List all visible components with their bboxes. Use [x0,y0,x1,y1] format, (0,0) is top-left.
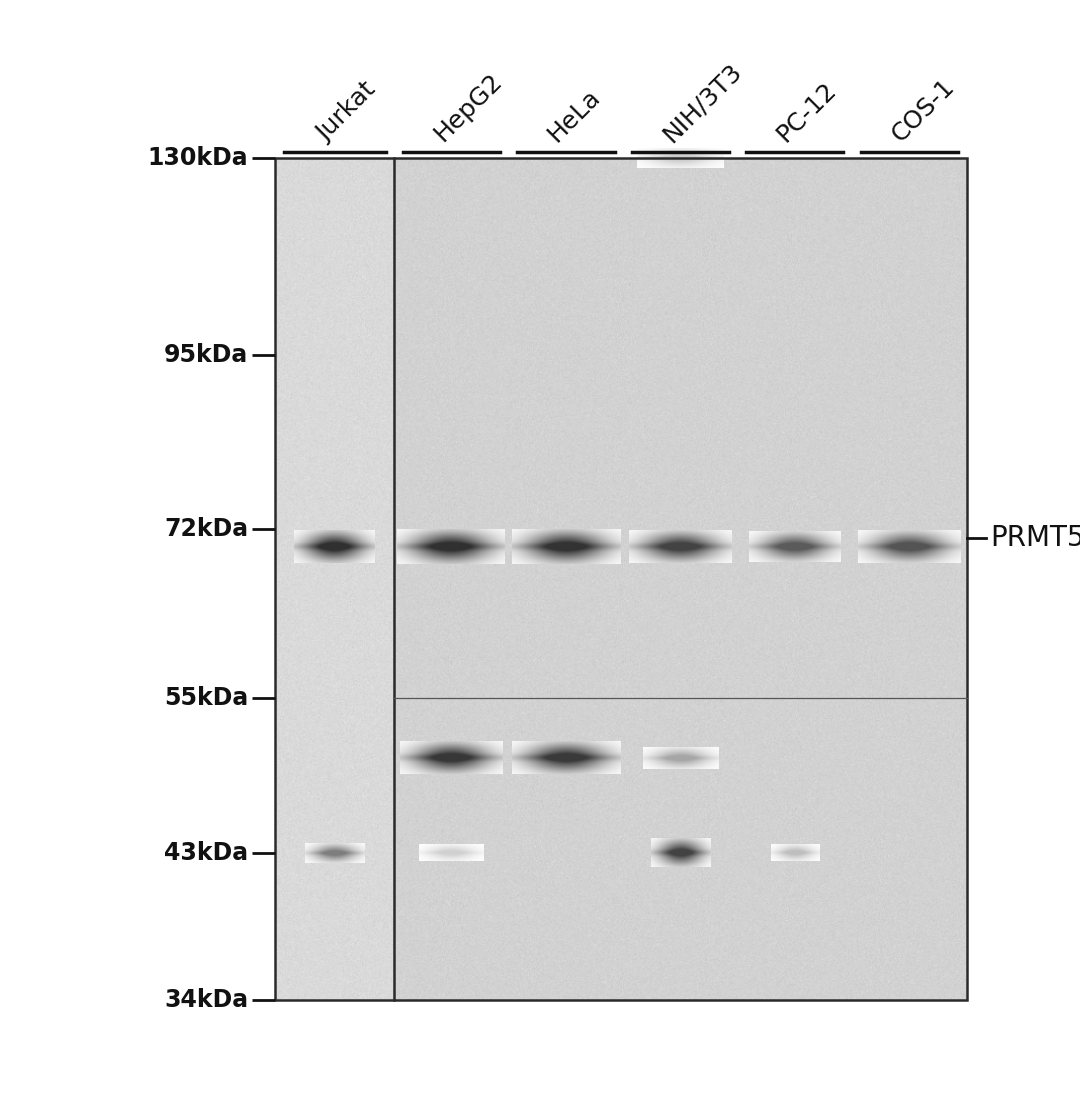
Bar [275,158,967,1000]
Text: 72kDa: 72kDa [164,517,248,541]
Text: NIH/3T3: NIH/3T3 [658,58,746,146]
Text: PC-12: PC-12 [772,78,841,146]
Text: Jurkat: Jurkat [312,78,381,146]
Text: COS-1: COS-1 [887,74,959,146]
Text: PRMT5: PRMT5 [990,524,1080,552]
Text: 130kDa: 130kDa [148,146,248,171]
Text: 55kDa: 55kDa [164,686,248,710]
Text: 43kDa: 43kDa [164,841,248,865]
Text: 34kDa: 34kDa [164,988,248,1012]
Text: 95kDa: 95kDa [164,343,248,367]
Text: HeLa: HeLa [543,84,606,146]
Text: HepG2: HepG2 [429,69,507,146]
